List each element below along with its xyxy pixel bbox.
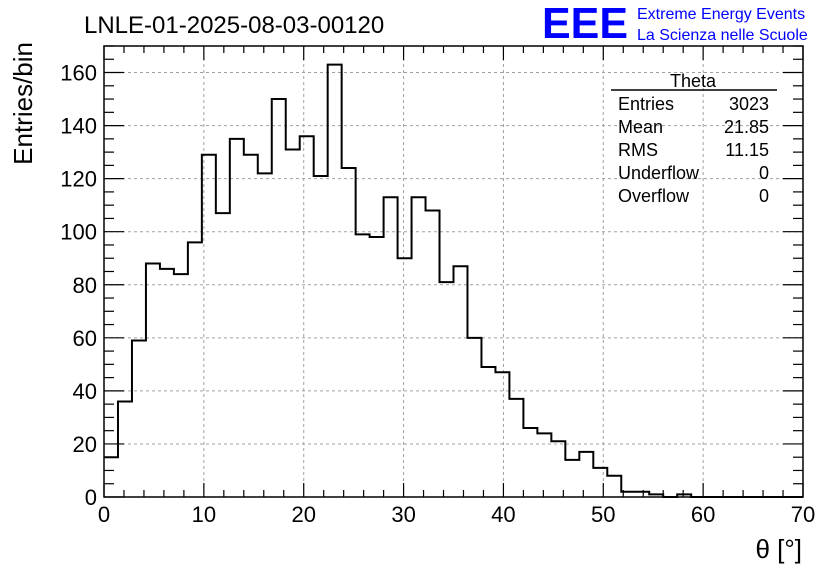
y-tick-labels: 0 20 40 60 80 100 120 140 160	[60, 61, 97, 510]
y-tick-label: 120	[60, 167, 97, 192]
histogram-bin	[398, 258, 412, 497]
histogram-bin	[509, 399, 523, 497]
histogram-bin	[426, 210, 440, 497]
y-tick-label: 160	[60, 61, 97, 86]
histogram-bin	[174, 274, 188, 497]
histogram-bin	[300, 136, 314, 497]
histogram-bin	[607, 476, 621, 497]
histogram-bin	[523, 428, 537, 497]
x-tick-label: 0	[98, 502, 110, 527]
stats-title: Theta	[670, 71, 717, 91]
histogram-bin	[160, 269, 174, 497]
eee-logo-line1: Extreme Energy Events	[637, 6, 805, 23]
histogram-bin	[412, 197, 426, 497]
stats-rows: Entries 3023 Mean 21.85 RMS 11.15 Underflow 0 Ov…	[618, 94, 769, 206]
histogram-bin	[579, 452, 593, 497]
histogram-outline	[104, 63, 803, 498]
histogram-bin	[230, 139, 244, 497]
histogram-bin	[384, 197, 398, 497]
stats-row-label: Entries	[618, 94, 674, 114]
stats-row-value: 11.15	[725, 140, 769, 160]
x-tick-label: 70	[791, 502, 815, 527]
histogram-bin	[244, 155, 258, 497]
histogram-bin	[132, 340, 146, 497]
histogram-bin	[370, 237, 384, 497]
eee-logo-mark: EEE	[542, 0, 628, 48]
y-tick-label: 80	[73, 273, 97, 298]
histogram-bin	[146, 264, 160, 497]
histogram-bin	[314, 176, 328, 497]
stats-row-label: Overflow	[618, 186, 690, 206]
histogram-bin	[356, 234, 370, 497]
y-tick-label: 100	[60, 220, 97, 245]
histogram-bin	[118, 401, 132, 497]
stats-row-label: Mean	[618, 117, 663, 137]
x-tick-label: 10	[192, 502, 216, 527]
stats-row-value: 21.85	[724, 117, 769, 137]
stats-row-label: RMS	[618, 140, 658, 160]
stats-row-value: 0	[759, 163, 769, 183]
x-tick-label: 30	[391, 502, 415, 527]
eee-logo: EEE Extreme Energy Events La Scienza nel…	[542, 0, 808, 48]
x-tick-label: 20	[291, 502, 315, 527]
histogram-bin	[565, 460, 579, 497]
histogram-bin	[440, 282, 454, 497]
histogram-bin	[342, 168, 356, 497]
axis-ticks	[103, 45, 804, 498]
histogram-bin	[593, 468, 607, 497]
stats-box: Theta Entries 3023 Mean 21.85 RMS 11.15 Underf…	[611, 71, 777, 206]
stats-row-label: Underflow	[618, 163, 700, 183]
y-axis-title: Entries/bin	[8, 42, 38, 165]
x-tick-label: 60	[691, 502, 715, 527]
histogram-bin	[467, 338, 481, 497]
histogram-bin	[272, 99, 286, 497]
histogram-bin	[216, 213, 230, 497]
x-tick-label: 50	[591, 502, 615, 527]
stats-row-value: 3023	[729, 94, 769, 114]
y-tick-label: 40	[73, 379, 97, 404]
histogram-bin	[481, 367, 495, 497]
y-tick-label: 140	[60, 114, 97, 139]
histogram-bin	[551, 441, 565, 497]
x-tick-label: 40	[491, 502, 515, 527]
histogram-bin	[202, 155, 216, 497]
histogram-bin	[328, 65, 342, 497]
x-axis-title: θ [°]	[755, 534, 802, 564]
y-tick-label: 20	[73, 432, 97, 457]
y-tick-label: 60	[73, 326, 97, 351]
eee-logo-line2: La Scienza nelle Scuole	[637, 27, 808, 44]
x-tick-labels: 0 10 20 30 40 50 60 70	[98, 502, 815, 527]
grid-lines	[104, 46, 803, 497]
histogram-bin	[188, 242, 202, 497]
chart-title: LNLE-01-2025-08-03-00120	[84, 12, 384, 39]
histogram-bin	[537, 433, 551, 497]
histogram-bin	[258, 173, 272, 497]
y-tick-label: 0	[85, 485, 97, 510]
histogram-bin	[104, 457, 118, 497]
histogram-bin	[454, 266, 468, 497]
stats-row-value: 0	[759, 186, 769, 206]
histogram-bin	[286, 149, 300, 497]
